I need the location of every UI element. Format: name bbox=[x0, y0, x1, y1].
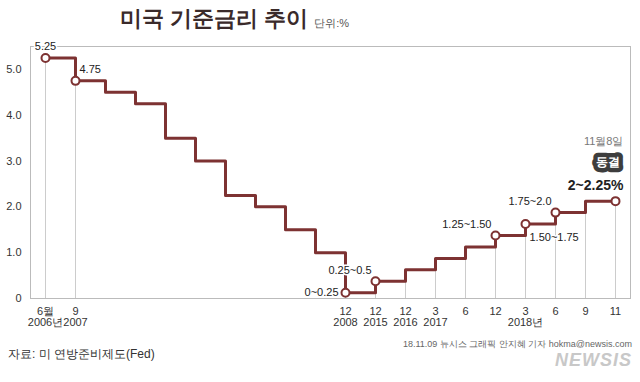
svg-text:2.0: 2.0 bbox=[6, 200, 21, 212]
svg-text:1.75~2.0: 1.75~2.0 bbox=[508, 195, 551, 207]
svg-text:1.50~1.75: 1.50~1.75 bbox=[530, 231, 579, 243]
svg-text:9: 9 bbox=[582, 305, 588, 317]
svg-text:4.75: 4.75 bbox=[80, 63, 101, 75]
svg-text:32017: 32017 bbox=[423, 305, 447, 328]
svg-text:32018년: 32018년 bbox=[508, 305, 543, 328]
html-text:단위:%: 단위:% bbox=[314, 17, 350, 29]
svg-text:122016: 122016 bbox=[393, 305, 417, 328]
svg-text:5.0: 5.0 bbox=[6, 63, 21, 75]
svg-text:4.0: 4.0 bbox=[6, 109, 21, 121]
svg-text:1.0: 1.0 bbox=[6, 246, 21, 258]
svg-text:2~2.25%: 2~2.25% bbox=[568, 177, 624, 193]
html-text:미국 기준금리 추이: 미국 기준금리 추이 bbox=[120, 6, 309, 31]
svg-text:0~0.25: 0~0.25 bbox=[305, 286, 339, 298]
html-text:18.11.09 뉴시스 그래픽 안지혜 기자 hokma@: 18.11.09 뉴시스 그래픽 안지혜 기자 hokma@newsis.com bbox=[403, 338, 632, 349]
svg-text:5.25: 5.25 bbox=[35, 40, 56, 52]
svg-text:0: 0 bbox=[15, 292, 21, 304]
svg-text:11: 11 bbox=[610, 305, 621, 317]
svg-text:122008: 122008 bbox=[333, 305, 357, 328]
svg-text:6: 6 bbox=[552, 305, 558, 317]
svg-text:122015: 122015 bbox=[363, 305, 387, 328]
svg-text:3.0: 3.0 bbox=[6, 155, 21, 167]
html-text:NEWSIS: NEWSIS bbox=[555, 349, 632, 370]
svg-text:1.25~1.50: 1.25~1.50 bbox=[442, 218, 491, 230]
svg-text:92007: 92007 bbox=[63, 305, 87, 328]
svg-text:동결: 동결 bbox=[596, 155, 620, 169]
svg-text:11월8일: 11월8일 bbox=[584, 135, 624, 147]
svg-text:0.25~0.5: 0.25~0.5 bbox=[328, 264, 371, 276]
svg-text:6: 6 bbox=[462, 305, 468, 317]
svg-text:12: 12 bbox=[489, 305, 501, 317]
svg-text:6월2006년: 6월2006년 bbox=[28, 305, 63, 328]
html-text:자료: 미 연방준비제도(Fed): 자료: 미 연방준비제도(Fed) bbox=[8, 346, 155, 361]
